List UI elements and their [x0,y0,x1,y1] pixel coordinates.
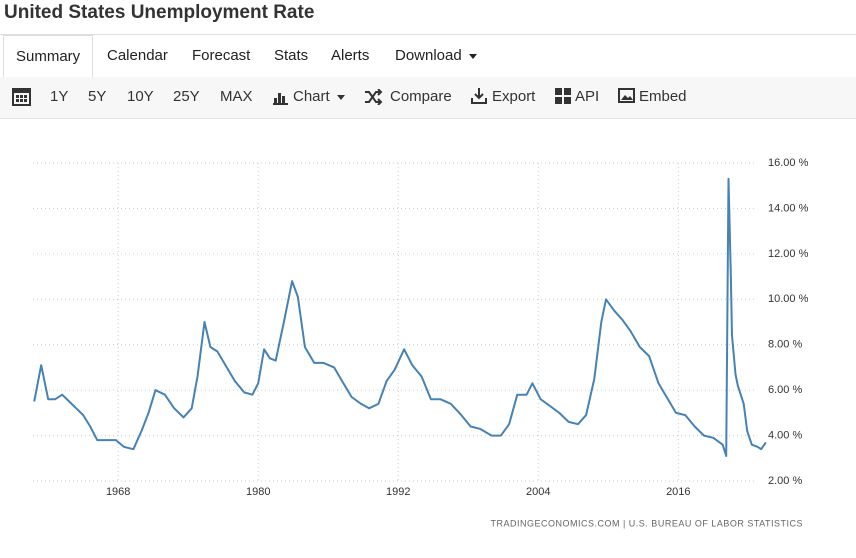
x-tick-label: 2016 [666,486,690,498]
tab[interactable]: Stats [274,47,309,64]
x-tick-label: 1968 [106,486,130,498]
source-label: TRADINGECONOMICS.COM | U.S. BUREAU OF LA… [490,518,803,528]
y-tick-label: 4.00 % [768,429,802,441]
page-title: United States Unemployment Rate [4,2,315,23]
api-icon [555,88,571,104]
y-tick-label: 8.00 % [768,339,802,351]
embed-button[interactable]: Embed [639,88,687,105]
export-button[interactable]: Export [492,88,536,105]
x-tick-label: 2004 [526,486,550,498]
y-tick-label: 16.00 % [768,157,809,169]
range-button[interactable]: 10Y [127,88,154,105]
y-tick-label: 10.00 % [768,293,809,305]
compare-icon [365,89,383,105]
range-button[interactable]: 1Y [50,88,69,105]
y-tick-label: 14.00 % [768,202,809,214]
dropdown-caret [469,54,477,59]
x-tick-label: 1992 [386,486,410,498]
y-tick-label: 12.00 % [768,248,809,260]
dropdown-caret [337,95,345,100]
embed-icon [618,88,635,103]
x-tick-label: 1980 [246,486,270,498]
toolbar: 1Y 5Y 10Y 25Y MAX Chart Compare Export A… [0,77,856,119]
tab[interactable]: Download [395,47,462,64]
api-button[interactable]: API [575,88,600,105]
line-series [33,177,767,457]
tab-bar: Summary Calendar Forecast Stats Alerts D… [0,34,856,79]
calendar-icon[interactable] [12,87,32,107]
chart: 2.00 % 4.00 % 6.00 % 8.00 % 10.00 % 12.00 % 14… [33,157,809,528]
tab[interactable]: Summary [3,35,94,79]
y-tick-label: 2.00 % [768,475,802,487]
chart-button[interactable]: Chart [293,88,330,105]
y-tick-label: 6.00 % [768,384,802,396]
tab[interactable]: Calendar [107,47,168,64]
compare-button[interactable]: Compare [390,88,452,105]
range-button[interactable]: 25Y [173,88,200,105]
range-button[interactable]: MAX [220,88,253,105]
chart-icon [273,93,288,105]
tab[interactable]: Alerts [331,47,370,64]
tab[interactable]: Forecast [192,47,251,64]
export-icon [471,88,487,104]
range-button[interactable]: 5Y [88,88,107,105]
